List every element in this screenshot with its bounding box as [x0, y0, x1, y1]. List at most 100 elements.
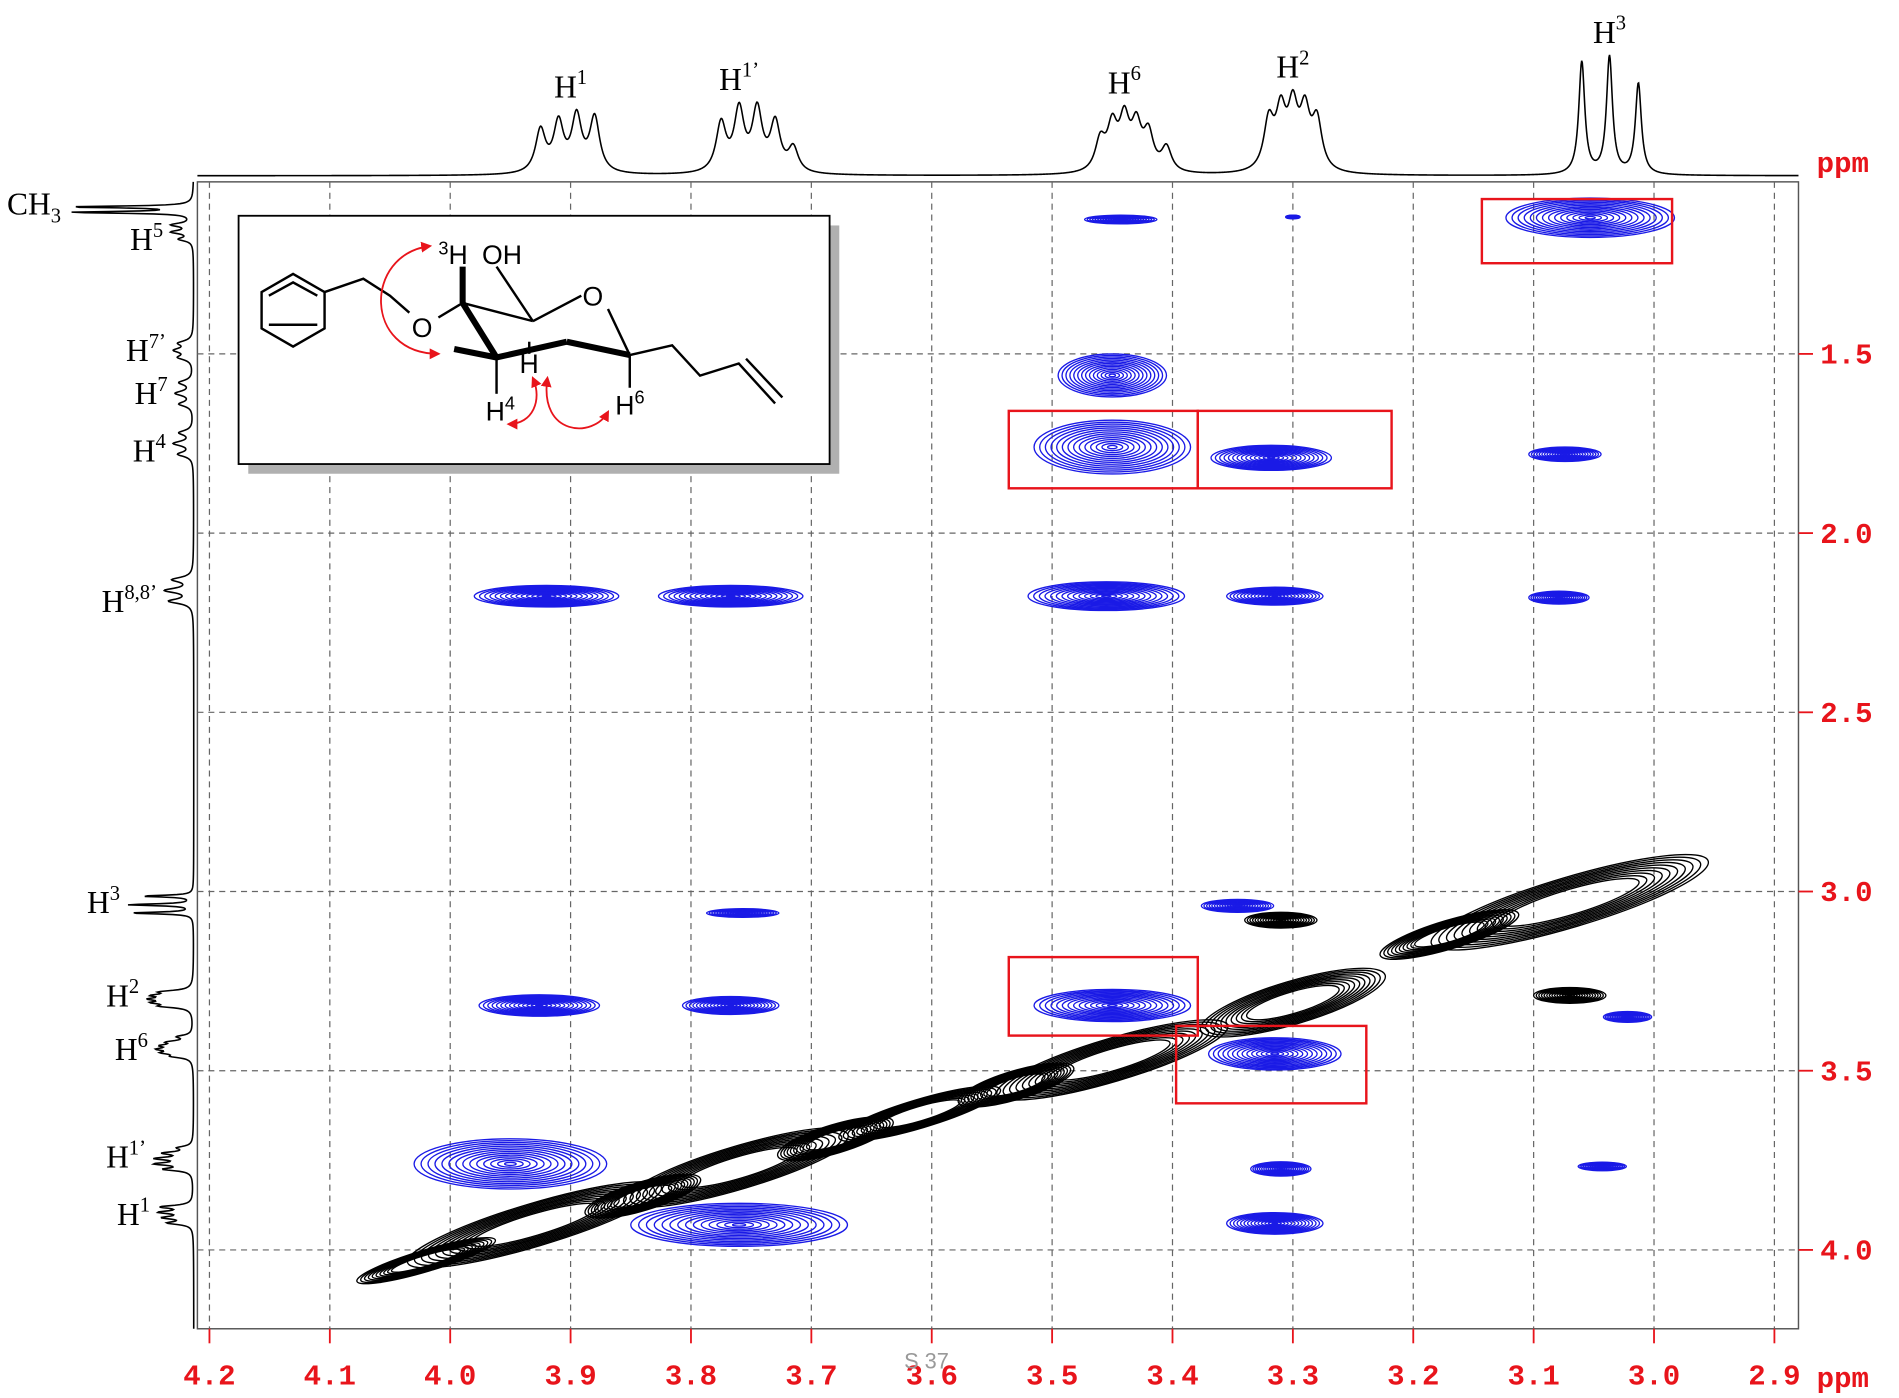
contour-level [802, 1125, 869, 1152]
contour-level [406, 1181, 663, 1269]
contour-level [1258, 454, 1285, 462]
x-tick-label: 3.1 [1507, 1360, 1559, 1393]
contour-level [1265, 1051, 1285, 1057]
contour-level [667, 1142, 811, 1193]
benzene [260, 272, 326, 348]
contour-level [495, 997, 583, 1014]
contour-level [739, 912, 746, 914]
contour-level [796, 1123, 875, 1155]
contour-level [503, 1161, 517, 1167]
contour-level [661, 1140, 817, 1195]
contour-level [838, 1085, 1002, 1143]
y-tick-label: 3.5 [1820, 1056, 1872, 1089]
x-tick-label: 3.7 [785, 1360, 837, 1393]
noe-arrows [380, 241, 610, 430]
contour-level [1249, 452, 1293, 463]
contour-level [1055, 586, 1157, 607]
contour-level [1584, 215, 1596, 220]
contour-level [622, 1126, 856, 1209]
contour-level [655, 1137, 824, 1198]
contour-level [442, 1193, 627, 1257]
side-chain [629, 344, 776, 405]
contour-level [1541, 205, 1639, 230]
contour-level [792, 1122, 878, 1156]
contour-level [1246, 1046, 1304, 1062]
contour-level [587, 1174, 699, 1218]
contour-level [1394, 914, 1504, 955]
contour-level [1066, 588, 1146, 604]
contour-level [1278, 919, 1284, 922]
contour-level [525, 592, 568, 600]
contour-level [1226, 1211, 1324, 1235]
contour-level [710, 592, 752, 600]
peak-label-sup: 6 [138, 1030, 148, 1052]
molecule [260, 265, 784, 405]
peak-label: H4 [133, 431, 166, 468]
bond [566, 338, 631, 359]
contour-level [1027, 581, 1186, 612]
contour-level [1072, 433, 1152, 462]
contour-level [1038, 583, 1174, 610]
cross-peak [1083, 214, 1158, 225]
peak-label: H1’ [106, 1137, 146, 1174]
peak-label: H1 [554, 67, 587, 104]
contour-level [878, 1099, 961, 1129]
peak-label-sup: 2 [1299, 47, 1309, 69]
contour-level [648, 1135, 830, 1200]
contour-level [692, 1215, 786, 1235]
contour-level [600, 1179, 686, 1213]
contour-level [637, 1204, 841, 1246]
peak-label-sup: 1 [577, 67, 587, 89]
y-tick-label: 2.5 [1820, 698, 1872, 731]
peak-label-sup: 4 [155, 431, 165, 453]
contour-level [684, 1213, 794, 1237]
cross-peak [657, 584, 804, 608]
contour-level [441, 1145, 580, 1183]
contour-level [490, 1158, 531, 1170]
x-tick-label: 3.9 [544, 1360, 596, 1393]
contour-level [1207, 1037, 1342, 1071]
contour-level [700, 1216, 778, 1234]
contour-level [1625, 1015, 1630, 1018]
contour-level [1260, 1219, 1289, 1228]
contour-level [1210, 444, 1333, 472]
contour-level [1084, 999, 1141, 1012]
contour-level [1057, 353, 1168, 398]
contour-level [1106, 444, 1118, 450]
highlight-box [1007, 955, 1199, 1037]
peak-label-sup: 6 [1131, 63, 1141, 85]
bond [462, 301, 534, 323]
contour-level [642, 1133, 837, 1202]
contour-level [1547, 207, 1633, 229]
contour-level [1089, 1000, 1135, 1011]
atom-label: O [412, 313, 433, 343]
contour-level [1438, 856, 1702, 949]
contour-level [1229, 1212, 1321, 1235]
x-axis-label: ppm [1817, 1363, 1869, 1396]
contour-level [1204, 969, 1381, 1036]
contour-level [504, 589, 589, 603]
cross-peak [838, 1085, 1002, 1143]
peak-label: H6 [115, 1030, 148, 1067]
contour-level [1253, 1218, 1296, 1229]
contour-level [427, 1188, 642, 1262]
cross-peak [478, 994, 601, 1017]
contour-level [1262, 455, 1280, 461]
contour-level [1410, 920, 1489, 949]
contour-level [483, 1156, 538, 1172]
y-tick-label: 1.5 [1820, 340, 1872, 373]
contour-level [1089, 438, 1135, 456]
x-tick-label: 4.2 [183, 1360, 235, 1393]
contour-level [1225, 977, 1361, 1029]
contour-level [1430, 853, 1710, 951]
peak-label: H1 [117, 1195, 150, 1232]
contour-level [526, 1002, 553, 1009]
contour-level [1044, 991, 1180, 1020]
contour-level [1065, 356, 1160, 395]
contour-level [420, 1139, 601, 1188]
cross-peak [1505, 197, 1676, 239]
cross-peak [1284, 214, 1301, 220]
contour-level [1050, 425, 1175, 469]
bond [532, 294, 582, 323]
